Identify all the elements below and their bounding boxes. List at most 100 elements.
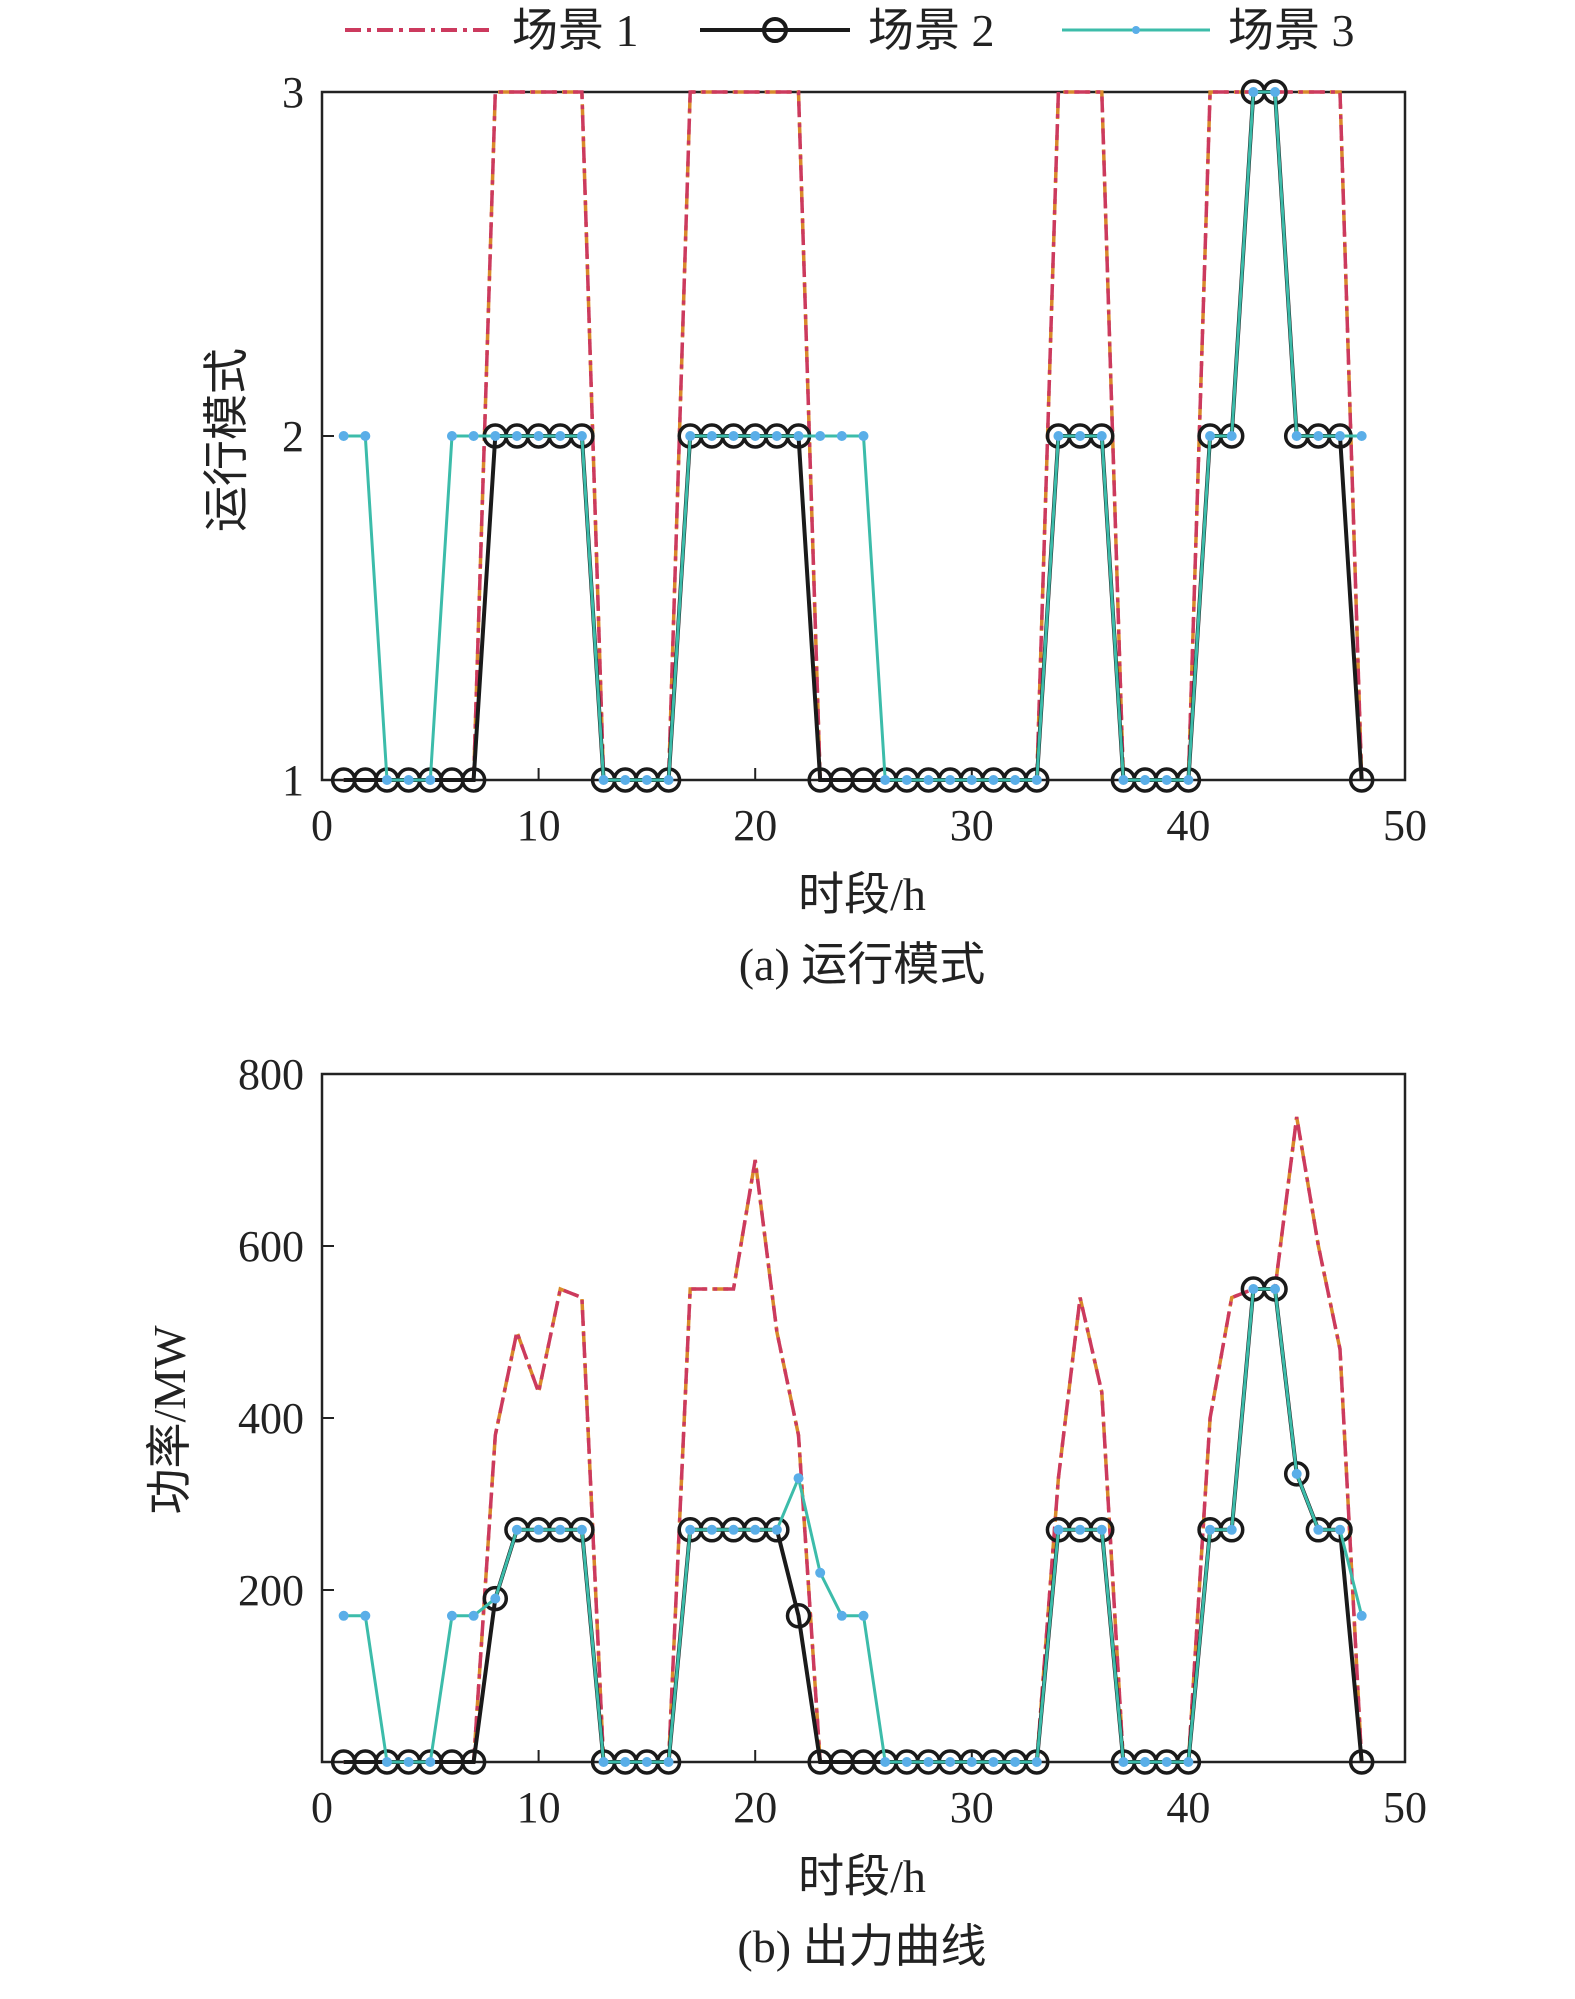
series-point-s2	[1348, 1749, 1375, 1775]
series-point-s3	[490, 431, 501, 441]
x-tick-label: 0	[311, 801, 333, 850]
series-point-s3	[381, 1757, 392, 1767]
legend-entry-s3: 场景 3	[1062, 5, 1355, 56]
series-point-s3	[1161, 775, 1172, 785]
series-point-s3	[598, 1757, 609, 1767]
series-point-s2	[460, 767, 487, 793]
legend-entry-s1: 场景 1	[345, 5, 639, 56]
series-point-s3	[706, 1524, 717, 1535]
ylabel-b: 功率/MW	[144, 1325, 195, 1515]
xlabel-b: 时段/h	[798, 1851, 926, 1902]
legend-marker-s2	[762, 17, 788, 43]
series-point-s3	[793, 1473, 804, 1484]
y-tick-label: 400	[238, 1394, 304, 1443]
series-point-s3	[1226, 431, 1237, 441]
series-point-s3	[511, 1524, 522, 1535]
legend: 场景 1 场景 2 场景 3	[345, 5, 1355, 56]
series-point-s3	[533, 431, 544, 441]
series-point-s3	[1183, 775, 1194, 785]
series-point-s3	[728, 1524, 739, 1535]
series-point-s3	[1010, 775, 1021, 785]
caption-b: (b) 出力曲线	[737, 1921, 986, 1972]
series-point-s3	[663, 775, 674, 785]
chart-a: 0 10 20 30 40 50 1 2 3 时段/h 运行模式 (a) 运行模式	[201, 68, 1427, 990]
series-point-s3	[555, 431, 566, 441]
series-point-s3	[511, 431, 522, 441]
series-point-s3	[880, 775, 891, 785]
series-point-s3	[1031, 775, 1042, 785]
series-point-s3	[923, 775, 934, 785]
series-point-s3	[446, 1610, 457, 1621]
x-tick-label: 40	[1166, 801, 1210, 850]
xlabel-a: 时段/h	[798, 869, 926, 920]
legend-label-s3: 场景 3	[1228, 5, 1355, 56]
series-point-s3	[1335, 1524, 1346, 1535]
series-point-s3	[706, 431, 717, 441]
series-point-s3	[945, 775, 956, 785]
series-point-s3	[1075, 1524, 1086, 1535]
x-tick-label: 20	[733, 1783, 777, 1832]
series-point-s3	[641, 1757, 652, 1767]
x-tick-label: 0	[311, 1783, 333, 1832]
chart-b: 0 10 20 30 40 50 200 400 600 800 时段/h 功率/MW (b) 出…	[144, 1050, 1427, 1972]
series-point-s3	[685, 431, 696, 441]
series-point-s3	[1075, 431, 1086, 441]
y-tick-label: 2	[282, 412, 304, 461]
x-tick-label: 30	[950, 801, 994, 850]
series-point-s3	[1205, 1524, 1216, 1535]
series-point-s3	[1096, 1524, 1107, 1535]
x-tick-label: 10	[517, 1783, 561, 1832]
series-point-s3	[1053, 431, 1064, 441]
legend-marker-s3	[1132, 26, 1140, 34]
series-point-s3	[468, 431, 479, 441]
legend-label-s2: 场景 2	[868, 5, 995, 56]
series-point-s3	[425, 1757, 436, 1767]
series-point-s3	[1270, 87, 1281, 97]
series-point-s3	[1053, 1524, 1064, 1535]
series-point-s3	[663, 1757, 674, 1767]
series-point-s3	[750, 1524, 761, 1535]
series-point-s3	[425, 775, 436, 785]
series-point-s2	[785, 1603, 812, 1629]
series-point-s3	[1291, 1468, 1302, 1479]
series-point-s3	[966, 1757, 977, 1767]
series-point-s3	[901, 775, 912, 785]
series-point-s3	[793, 431, 804, 441]
series-point-s3	[1010, 1757, 1021, 1767]
legend-label-s1: 场景 1	[512, 5, 639, 56]
series-point-s3	[728, 431, 739, 441]
y-tick-label: 800	[238, 1050, 304, 1099]
series-line-s1	[343, 1116, 1364, 1764]
series-point-s3	[901, 1757, 912, 1767]
series-point-s3	[1270, 1284, 1281, 1294]
series-point-s3	[620, 775, 631, 785]
series-point-s3	[1313, 431, 1324, 441]
series-point-s3	[1096, 431, 1107, 441]
series-point-s3	[1183, 1757, 1194, 1767]
series-point-s3	[360, 431, 371, 441]
caption-a: (a) 运行模式	[739, 939, 986, 990]
x-tick-label: 30	[950, 1783, 994, 1832]
series-point-s3	[1031, 1757, 1042, 1767]
series-point-s3	[403, 775, 414, 785]
series-point-s3	[598, 775, 609, 785]
series-point-s3	[1356, 431, 1367, 441]
series-point-s3	[685, 1524, 696, 1535]
series-point-s3	[1226, 1524, 1237, 1535]
series-point-s3	[1291, 431, 1302, 441]
series-point-s3	[858, 431, 869, 441]
series-point-s3	[468, 1610, 479, 1621]
series-point-s3	[836, 1610, 847, 1621]
series-point-s3	[1248, 1284, 1259, 1294]
y-tick-label: 200	[238, 1566, 304, 1615]
y-tick-label: 3	[282, 68, 304, 117]
series-point-s3	[1356, 1610, 1367, 1621]
series-point-s3	[771, 1524, 782, 1535]
series-point-s2	[460, 1749, 487, 1775]
series-point-s3	[1248, 87, 1259, 97]
x-tick-label: 20	[733, 801, 777, 850]
series-point-s3	[1205, 431, 1216, 441]
series-point-s3	[988, 775, 999, 785]
x-tick-label: 50	[1383, 801, 1427, 850]
